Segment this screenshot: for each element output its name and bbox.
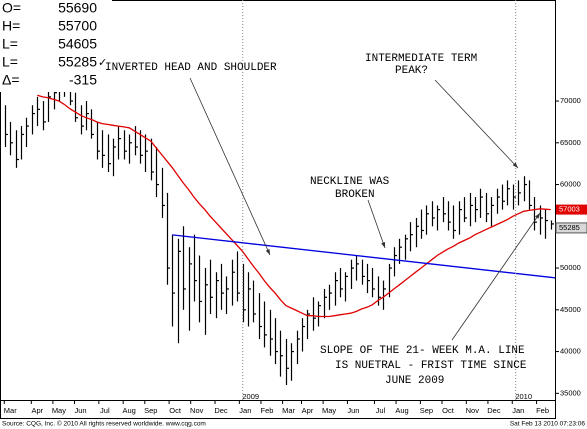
ohlc-label: L= [2, 36, 18, 52]
close-price-box [555, 222, 587, 234]
annotation: IS NUETRAL - FRIST TIME SINCE [335, 360, 527, 372]
year-label: 2010 [515, 392, 532, 401]
arrow-head [512, 162, 518, 168]
x-tick-label: Apr [31, 406, 43, 415]
y-tick-label: 60000 [560, 180, 581, 189]
y-tick-label: 35000 [560, 388, 581, 397]
x-tick-label: Oct [169, 406, 182, 415]
ohlc-label: O= [2, 0, 21, 16]
arrow-head [265, 249, 270, 255]
x-tick-label: Feb [536, 406, 549, 415]
x-tick-label: May [52, 406, 66, 415]
year-label: 2009 [242, 392, 259, 401]
x-tick-label: Jan [239, 406, 251, 415]
annotation-arrow [434, 79, 519, 169]
moving-average [37, 94, 551, 318]
x-tick-label: Sep [144, 406, 157, 415]
ohlc-mark: ✓ [98, 57, 107, 69]
annotation: INVERTED HEAD AND SHOULDER [105, 62, 277, 74]
y-tick-label: 70000 [560, 96, 581, 105]
ohlc-label: H= [2, 18, 20, 34]
ohlc-value: -315 [69, 72, 97, 88]
annotation: PEAK? [395, 65, 428, 77]
ohlc-value: 55690 [58, 0, 97, 16]
annotation: NECKLINE WAS [310, 176, 390, 188]
x-tick-label: Jul [376, 406, 386, 415]
x-tick-label: Dec [214, 406, 228, 415]
ma-price-box [556, 204, 587, 215]
y-tick-label: 50000 [560, 263, 581, 272]
annotation: JUNE 2009 [385, 375, 444, 387]
x-tick-label: Dec [487, 406, 501, 415]
x-tick-label: Jul [100, 406, 110, 415]
close-price-label: 55285 [559, 223, 580, 232]
ohlc-label: L= [2, 54, 18, 70]
arrow-head [535, 213, 540, 219]
x-tick-label: Mar [282, 406, 295, 415]
x-tick-label: Sep [420, 406, 433, 415]
x-tick-label: Aug [395, 406, 408, 415]
timestamp: Sat Feb 13 2010 07:23:06 [510, 421, 586, 428]
marks [4, 67, 556, 385]
annotation: SLOPE OF THE 21- WEEK M.A. LINE [320, 345, 525, 357]
ohlc-value: 55285 [58, 54, 97, 70]
x-tick-label: Apr [302, 406, 314, 415]
annotation-arrow [451, 212, 541, 341]
source: Source: CQG, Inc. © 2010 All rights rese… [2, 420, 206, 428]
x-tick-label: May [322, 406, 336, 415]
arrow-head [381, 242, 386, 248]
x-tick-label: Jun [347, 406, 359, 415]
y-tick-label: 65000 [560, 138, 581, 147]
x-tick-label: Jan [512, 406, 524, 415]
trendline [172, 234, 556, 279]
y-tick-label: 45000 [560, 305, 581, 314]
x-axis-band [0, 400, 556, 419]
x-tick-label: Oct [442, 406, 455, 415]
x-tick-label: Mar [4, 406, 17, 415]
ohlc-box: O= 55690 H= 55700 L= 54605 L= 55285 ✓ Δ= -315 [0, 0, 112, 92]
y-tick-label: 40000 [560, 347, 581, 356]
ohlc-box-bg [0, 0, 112, 92]
ohlc-value: 54605 [58, 36, 97, 52]
x-tick-label: Nov [466, 406, 480, 415]
ma-price-label: 57003 [559, 205, 580, 214]
annotation-arrow [189, 77, 271, 256]
x-tick-label: Feb [260, 406, 273, 415]
x-tick-label: Jun [74, 406, 86, 415]
ohlc-value: 55700 [58, 18, 97, 34]
annotation-arrow [367, 199, 386, 249]
ohlc-label: Δ= [2, 72, 20, 88]
x-tick-label: Nov [190, 406, 204, 415]
x-tick-label: Aug [122, 406, 135, 415]
annotation: BROKEN [335, 189, 375, 201]
annotation: INTERMEDIATE TERM [365, 53, 477, 65]
